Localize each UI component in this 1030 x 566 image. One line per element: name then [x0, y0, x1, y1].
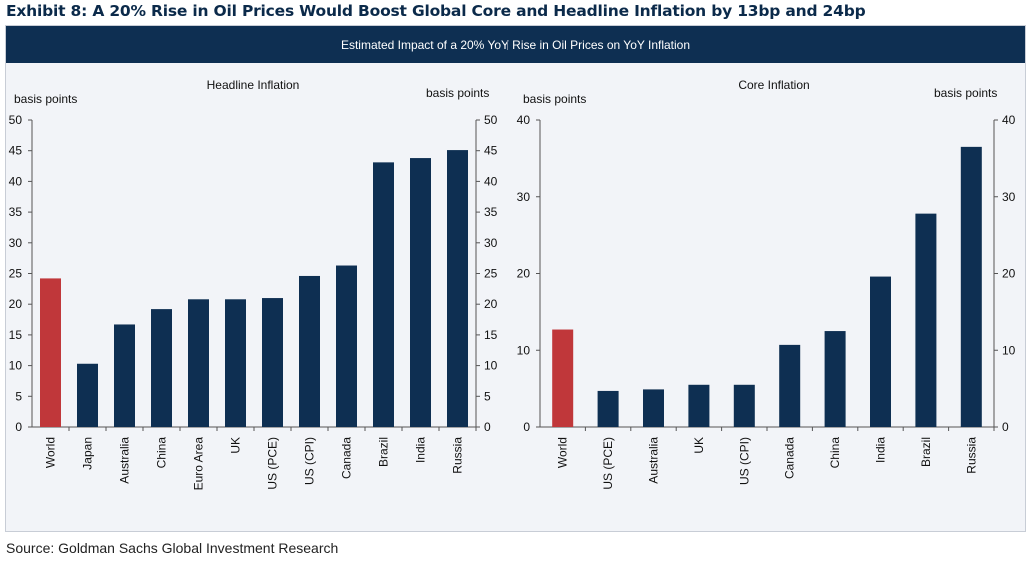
headline-y-tick-label-right: 10 — [484, 359, 498, 373]
core-x-tick-label: Australia — [647, 437, 661, 484]
core-bar-china — [824, 331, 846, 427]
headline-x-tick-label: UK — [229, 437, 243, 454]
core-bar-uk — [688, 384, 710, 427]
headline-x-tick-label: Australia — [118, 437, 132, 484]
panel-divider — [507, 40, 508, 50]
headline-bar-china — [151, 309, 172, 427]
core-y-tick-label-right: 30 — [1002, 190, 1016, 204]
headline-x-tick-label: Canada — [340, 437, 354, 479]
headline-y-tick-label-right: 20 — [484, 297, 498, 311]
core-y-axis-label-left: basis points — [523, 92, 586, 106]
core-x-tick-label: World — [556, 437, 570, 468]
source-note: Source: Goldman Sachs Global Investment … — [6, 540, 339, 556]
headline-bar-australia — [114, 324, 135, 427]
headline-bar-brazil — [373, 162, 394, 427]
core-y-tick-label-right: 0 — [1002, 420, 1009, 434]
headline-y-tick-label-right: 50 — [484, 113, 498, 127]
core-y-tick-label-left: 10 — [517, 343, 531, 357]
headline-x-tick-label: China — [155, 437, 169, 469]
headline-bar-us-pce — [262, 298, 283, 427]
headline-y-tick-label-left: 10 — [9, 359, 23, 373]
core-x-tick-label: US (PCE) — [601, 437, 615, 490]
exhibit-title: Exhibit 8: A 20% Rise in Oil Prices Woul… — [6, 2, 866, 20]
core-bar-india — [870, 276, 891, 427]
headline-y-tick-label-left: 15 — [9, 328, 23, 342]
core-x-tick-label: China — [828, 437, 842, 469]
core-y-tick-label-right: 10 — [1002, 343, 1016, 357]
headline-bar-euro-area — [188, 299, 209, 427]
core-x-tick-label: Brazil — [919, 437, 933, 467]
headline-x-tick-label: World — [44, 437, 58, 468]
headline-x-tick-label: US (CPI) — [303, 437, 317, 485]
headline-y-tick-label-left: 35 — [9, 205, 23, 219]
core-x-tick-label: Canada — [783, 437, 797, 479]
core-bar-canada — [779, 344, 801, 427]
headline-bar-canada — [336, 265, 357, 427]
core-bar-australia — [643, 389, 664, 427]
chart-panel: Estimated Impact of a 20% YoY Rise in Oi… — [5, 25, 1026, 532]
headline-bar-uk — [225, 299, 246, 427]
headline-x-tick-label: Brazil — [377, 437, 391, 467]
core-y-tick-label-right: 40 — [1002, 113, 1016, 127]
headline-x-tick-label: Japan — [81, 437, 95, 470]
core-bar-us-cpi — [733, 384, 755, 427]
core-bar-russia — [960, 146, 982, 428]
headline-y-tick-label-left: 0 — [15, 420, 22, 434]
chart-banner: Estimated Impact of a 20% YoY Rise in Oi… — [6, 26, 1025, 63]
headline-y-tick-label-right: 25 — [484, 267, 498, 281]
headline-y-tick-label-left: 5 — [15, 389, 22, 403]
core-y-tick-label-left: 30 — [517, 190, 531, 204]
core-x-tick-label: Russia — [964, 437, 978, 474]
headline-y-axis-label-right: basis points — [426, 86, 489, 100]
headline-x-tick-label: Euro Area — [192, 437, 206, 491]
core-y-tick-label-left: 0 — [523, 420, 530, 434]
core-y-axis-label-right: basis points — [934, 86, 997, 100]
headline-y-tick-label-left: 50 — [9, 113, 23, 127]
headline-bar-us-cpi — [299, 275, 320, 427]
headline-y-tick-label-left: 30 — [9, 236, 23, 250]
headline-y-tick-label-right: 35 — [484, 205, 498, 219]
headline-y-tick-label-right: 5 — [484, 389, 491, 403]
headline-chart-title: Headline Inflation — [207, 78, 300, 92]
headline-x-tick-label: India — [414, 437, 428, 463]
headline-x-tick-label: Russia — [451, 437, 465, 474]
headline-y-tick-label-left: 45 — [9, 144, 23, 158]
headline-y-tick-label-right: 45 — [484, 144, 498, 158]
headline-y-tick-label-left: 20 — [9, 297, 23, 311]
core-bar-us-pce — [597, 390, 619, 427]
core-chart-title: Core Inflation — [738, 78, 809, 92]
core-x-tick-label: US (CPI) — [737, 437, 751, 485]
headline-y-tick-label-right: 30 — [484, 236, 498, 250]
headline-y-tick-label-right: 0 — [484, 420, 491, 434]
headline-y-axis-label-left: basis points — [14, 92, 77, 106]
core-x-tick-label: UK — [692, 437, 706, 454]
core-y-tick-label-right: 20 — [1002, 267, 1016, 281]
headline-x-tick-label: US (PCE) — [266, 437, 280, 490]
headline-y-tick-label-right: 15 — [484, 328, 498, 342]
core-bar-brazil — [915, 213, 937, 427]
core-y-tick-label-left: 20 — [517, 267, 531, 281]
core-y-tick-label-left: 40 — [517, 113, 531, 127]
core-x-tick-label: India — [874, 437, 888, 463]
headline-y-tick-label-left: 25 — [9, 267, 23, 281]
core-bar-world — [552, 329, 574, 427]
headline-y-tick-label-left: 40 — [9, 174, 23, 188]
headline-y-tick-label-right: 40 — [484, 174, 498, 188]
headline-bar-world — [40, 278, 61, 427]
headline-bar-india — [410, 158, 431, 427]
headline-bar-russia — [447, 150, 468, 427]
headline-bar-japan — [77, 363, 98, 427]
